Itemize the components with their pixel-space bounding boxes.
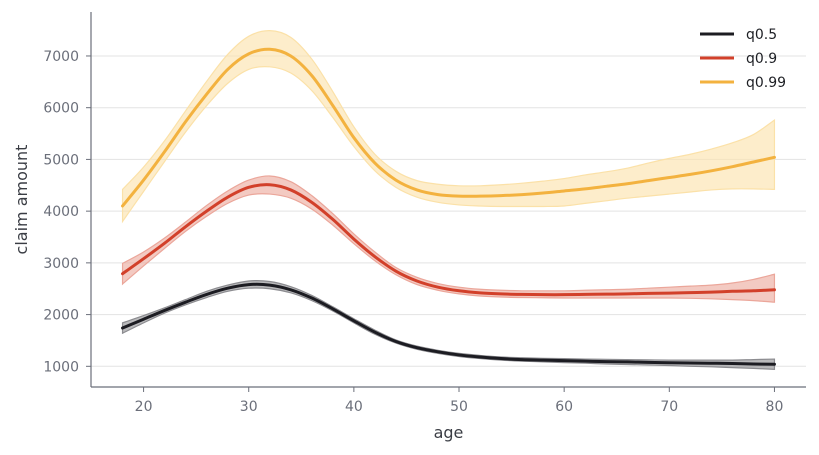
y-tick-label: 1000 — [43, 359, 79, 375]
axes — [90, 12, 806, 388]
y-tick-label: 6000 — [43, 101, 79, 117]
band-q0.99 — [121, 30, 776, 224]
x-tick-label: 70 — [660, 399, 678, 415]
y-tick-label: 3000 — [43, 256, 79, 272]
y-axis-title: claim amount — [12, 145, 31, 255]
x-tick-label: 50 — [450, 399, 468, 415]
series-line-q0.5 — [121, 282, 776, 366]
y-ticks: 1000 2000 3000 4000 5000 6000 7000 — [43, 49, 91, 375]
y-tick-label: 5000 — [43, 152, 79, 168]
band-q0.9 — [121, 175, 776, 303]
series-line-q0.9 — [121, 183, 776, 297]
x-axis-title: age — [434, 423, 464, 442]
x-tick-label: 80 — [766, 399, 784, 415]
legend: q0.5 q0.9 q0.99 — [700, 27, 786, 91]
y-tick-label: 7000 — [43, 49, 79, 65]
series-lines — [121, 47, 776, 366]
x-tick-label: 40 — [345, 399, 363, 415]
y-tick-label: 4000 — [43, 204, 79, 220]
legend-label-q0.9: q0.9 — [746, 51, 777, 67]
series-line-q0.99 — [121, 47, 776, 208]
confidence-bands — [121, 30, 776, 371]
band-q0.5 — [121, 280, 776, 371]
legend-label-q0.5: q0.5 — [746, 27, 777, 43]
x-tick-label: 20 — [135, 399, 153, 415]
x-ticks: 20 30 40 50 60 70 80 — [135, 387, 784, 415]
y-tick-label: 2000 — [43, 308, 79, 324]
legend-label-q0.99: q0.99 — [746, 75, 786, 91]
x-tick-label: 30 — [240, 399, 258, 415]
x-tick-label: 60 — [555, 399, 573, 415]
